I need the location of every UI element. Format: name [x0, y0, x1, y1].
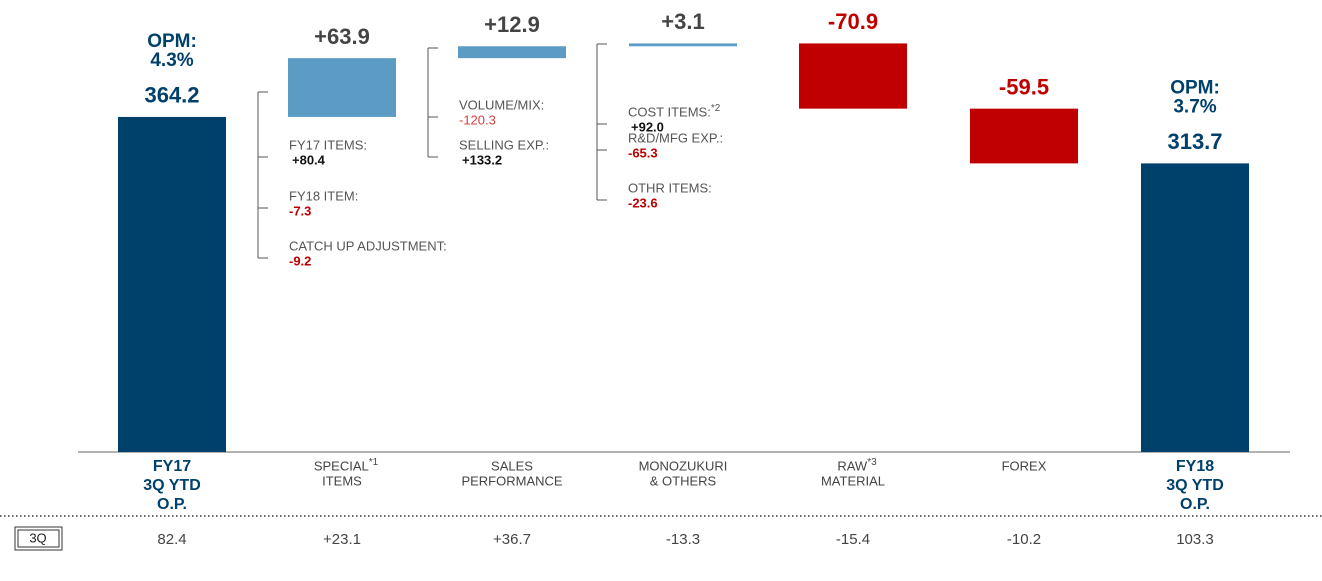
row-value: 103.3	[1176, 531, 1214, 548]
value-label: +3.1	[661, 9, 704, 34]
breakdown-value: +133.2	[462, 152, 502, 167]
row-value: 82.4	[157, 531, 186, 548]
breakdown-value: -65.3	[628, 145, 658, 160]
breakdown-label: SELLING EXP.:	[459, 137, 549, 152]
category-label: O.P.	[157, 496, 187, 513]
bar	[458, 46, 566, 59]
row-label-box	[14, 526, 63, 551]
row-label-box-inner	[17, 529, 60, 548]
annotation: 4.3%	[150, 50, 193, 71]
annotation: 3.7%	[1173, 96, 1216, 117]
bar	[1141, 163, 1249, 452]
category-label: SALES	[491, 458, 533, 473]
breakdown-label: FY18 ITEM:	[289, 188, 358, 203]
breakdown-label: OTHR ITEMS:	[628, 180, 712, 195]
category-label: & OTHERS	[650, 473, 717, 488]
bar	[288, 58, 396, 117]
breakdown-value: +92.0	[631, 119, 664, 134]
category-label: MONOZUKURI	[639, 458, 728, 473]
row-value: +23.1	[323, 531, 361, 548]
category-label: 3Q YTD	[143, 477, 201, 494]
breakdown-value: -120.3	[459, 112, 496, 127]
row-label: 3Q	[29, 530, 46, 545]
bar	[629, 43, 737, 47]
row-value: -15.4	[836, 531, 870, 548]
category-label: FY18	[1176, 458, 1214, 475]
bar	[799, 43, 907, 109]
breakdown-label: FY17 ITEMS:	[289, 137, 367, 152]
category-label: FY17	[153, 458, 191, 475]
category-label: PERFORMANCE	[461, 473, 562, 488]
breakdown-note: *2	[711, 103, 721, 114]
breakdown-value: -9.2	[289, 253, 311, 268]
category-label: SPECIAL*1	[314, 457, 379, 474]
value-label: -59.5	[999, 74, 1049, 99]
row-value: -13.3	[666, 531, 700, 548]
breakdown-value: +80.4	[292, 152, 326, 167]
category-label: O.P.	[1180, 496, 1210, 513]
category-label: ITEMS	[322, 473, 362, 488]
annotation: OPM:	[1170, 77, 1220, 98]
category-label: MATERIAL	[821, 473, 885, 488]
breakdown-value: -7.3	[289, 203, 311, 218]
value-label: +12.9	[484, 12, 540, 37]
category-label: 3Q YTD	[1166, 477, 1224, 494]
annotation: OPM:	[147, 31, 197, 52]
bar	[970, 108, 1078, 164]
value-label: 313.7	[1167, 129, 1222, 154]
value-label: +63.9	[314, 24, 370, 49]
row-value: +36.7	[493, 531, 531, 548]
category-note: *1	[369, 457, 379, 468]
value-label: -70.9	[828, 9, 878, 34]
breakdown-value: -23.6	[628, 195, 658, 210]
breakdown-label: VOLUME/MIX:	[459, 97, 544, 112]
category-label: RAW*3	[837, 457, 877, 474]
breakdown-label: R&D/MFG EXP.:	[628, 130, 723, 145]
breakdown-label: COST ITEMS:*2	[628, 103, 721, 120]
category-note: *3	[867, 457, 877, 468]
breakdown-label: CATCH UP ADJUSTMENT:	[289, 238, 447, 253]
bar	[118, 116, 226, 452]
row-value: -10.2	[1007, 531, 1041, 548]
value-label: 364.2	[144, 83, 199, 108]
category-label: FOREX	[1002, 458, 1047, 473]
